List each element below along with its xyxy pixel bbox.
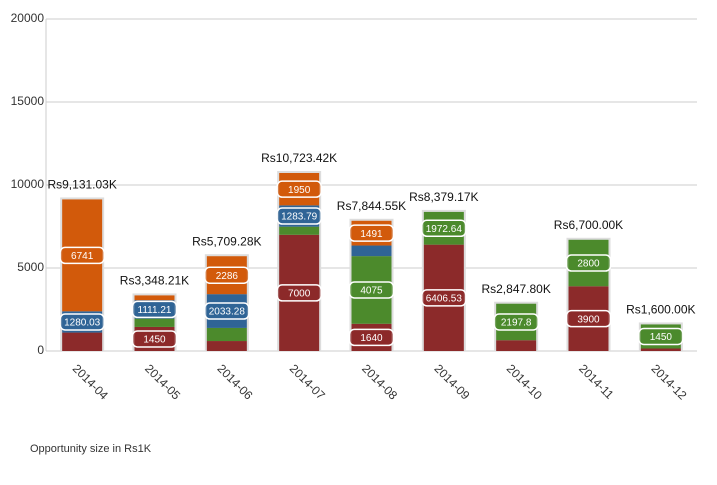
bar-segment bbox=[351, 245, 392, 257]
data-label: 6406.53 bbox=[421, 289, 467, 307]
data-label-box bbox=[348, 328, 395, 347]
data-label-box bbox=[348, 224, 395, 242]
data-label: 1111.21 bbox=[131, 300, 178, 319]
total-label: Rs8,379.17K bbox=[409, 190, 478, 204]
data-label-box bbox=[131, 300, 178, 319]
data-label-text: 1640 bbox=[360, 333, 383, 344]
x-tick-label: 2014-10 bbox=[504, 361, 545, 402]
x-tick-label: 2014-05 bbox=[142, 361, 183, 402]
data-label: 1640 bbox=[348, 328, 395, 347]
x-tick-label: 2014-08 bbox=[359, 361, 400, 402]
data-label-text: 7000 bbox=[288, 289, 311, 300]
bar-segment bbox=[279, 226, 320, 235]
data-label: 1950 bbox=[276, 180, 322, 198]
data-label-text: 2197.8 bbox=[501, 318, 532, 329]
x-tick-label: 2014-07 bbox=[287, 361, 328, 402]
data-label: 1972.64 bbox=[421, 219, 467, 238]
total-label: Rs10,723.42K bbox=[261, 151, 337, 165]
total-label: Rs7,844.55K bbox=[337, 199, 406, 213]
bar-segment bbox=[62, 332, 103, 351]
x-tick-label: 2014-11 bbox=[576, 361, 617, 402]
bar-segment bbox=[206, 341, 247, 351]
total-label: Rs6,700.00K bbox=[554, 218, 623, 232]
data-label: 1450 bbox=[131, 330, 178, 348]
data-label-text: 6406.53 bbox=[426, 293, 463, 304]
y-tick-label: 0 bbox=[37, 343, 44, 357]
data-label-box bbox=[493, 313, 539, 331]
data-label: 6741 bbox=[59, 246, 105, 265]
data-label-box bbox=[204, 302, 250, 320]
data-label-box bbox=[565, 254, 612, 272]
data-label-text: 4075 bbox=[360, 286, 383, 297]
total-label: Rs2,847.80K bbox=[481, 282, 550, 296]
bar-segment bbox=[134, 295, 175, 301]
data-label-box bbox=[565, 309, 612, 328]
x-tick-label: 2014-04 bbox=[70, 361, 111, 402]
data-label-text: 2033.28 bbox=[209, 307, 246, 318]
data-label-text: 1972.64 bbox=[426, 224, 463, 235]
data-label-text: 6741 bbox=[71, 251, 94, 262]
data-label-box bbox=[59, 246, 105, 265]
total-label: Rs5,709.28K bbox=[192, 234, 261, 248]
data-label: 1280.03 bbox=[59, 313, 105, 331]
data-label: 1491 bbox=[348, 224, 395, 242]
y-tick-label: 5000 bbox=[17, 260, 44, 274]
data-label-text: 1111.21 bbox=[138, 305, 172, 316]
data-label-box bbox=[59, 313, 105, 331]
data-label-text: 2800 bbox=[577, 259, 600, 270]
data-label-text: 1950 bbox=[288, 185, 311, 196]
data-label: 2197.8 bbox=[493, 313, 539, 331]
data-label-text: 1280.03 bbox=[64, 318, 101, 329]
data-label-box bbox=[131, 330, 178, 348]
x-tick-label: 2014-09 bbox=[431, 361, 472, 402]
data-label-box bbox=[348, 281, 395, 299]
data-label: 3900 bbox=[565, 309, 612, 328]
x-tick-label: 2014-12 bbox=[648, 361, 689, 402]
total-label: Rs9,131.03K bbox=[47, 178, 116, 192]
bar-segment bbox=[134, 318, 175, 327]
data-label-box bbox=[638, 327, 684, 346]
data-label-text: 3900 bbox=[577, 314, 600, 325]
y-tick-label: 15000 bbox=[11, 94, 45, 108]
x-tick-label: 2014-06 bbox=[214, 361, 255, 402]
data-label-text: 1283.79 bbox=[281, 212, 318, 223]
data-label: 2800 bbox=[565, 254, 612, 272]
data-label: 2286 bbox=[204, 266, 250, 284]
total-label: Rs1,600.00K bbox=[626, 303, 695, 317]
data-label-text: 1450 bbox=[650, 332, 673, 343]
data-label: 1450 bbox=[638, 327, 684, 346]
data-label: 4075 bbox=[348, 281, 395, 299]
y-tick-label: 10000 bbox=[11, 177, 45, 191]
data-label-box bbox=[276, 207, 322, 225]
data-label-text: 2286 bbox=[216, 271, 239, 282]
data-label: 1283.79 bbox=[276, 207, 322, 225]
data-label-box bbox=[421, 289, 467, 307]
bar-segment bbox=[640, 348, 681, 351]
footnote: Opportunity size in Rs1K bbox=[30, 443, 152, 455]
data-label-box bbox=[276, 284, 322, 302]
data-label: 2033.28 bbox=[204, 302, 250, 320]
data-label-text: 1491 bbox=[360, 229, 383, 240]
data-label-box bbox=[421, 219, 467, 238]
y-tick-label: 20000 bbox=[11, 11, 45, 25]
total-label: Rs3,348.21K bbox=[120, 274, 189, 288]
bar-segment bbox=[496, 340, 537, 351]
data-label-box bbox=[276, 180, 322, 198]
data-label-text: 1450 bbox=[143, 335, 166, 346]
bar-segment bbox=[206, 327, 247, 342]
data-label: 7000 bbox=[276, 284, 322, 302]
data-label-box bbox=[204, 266, 250, 284]
